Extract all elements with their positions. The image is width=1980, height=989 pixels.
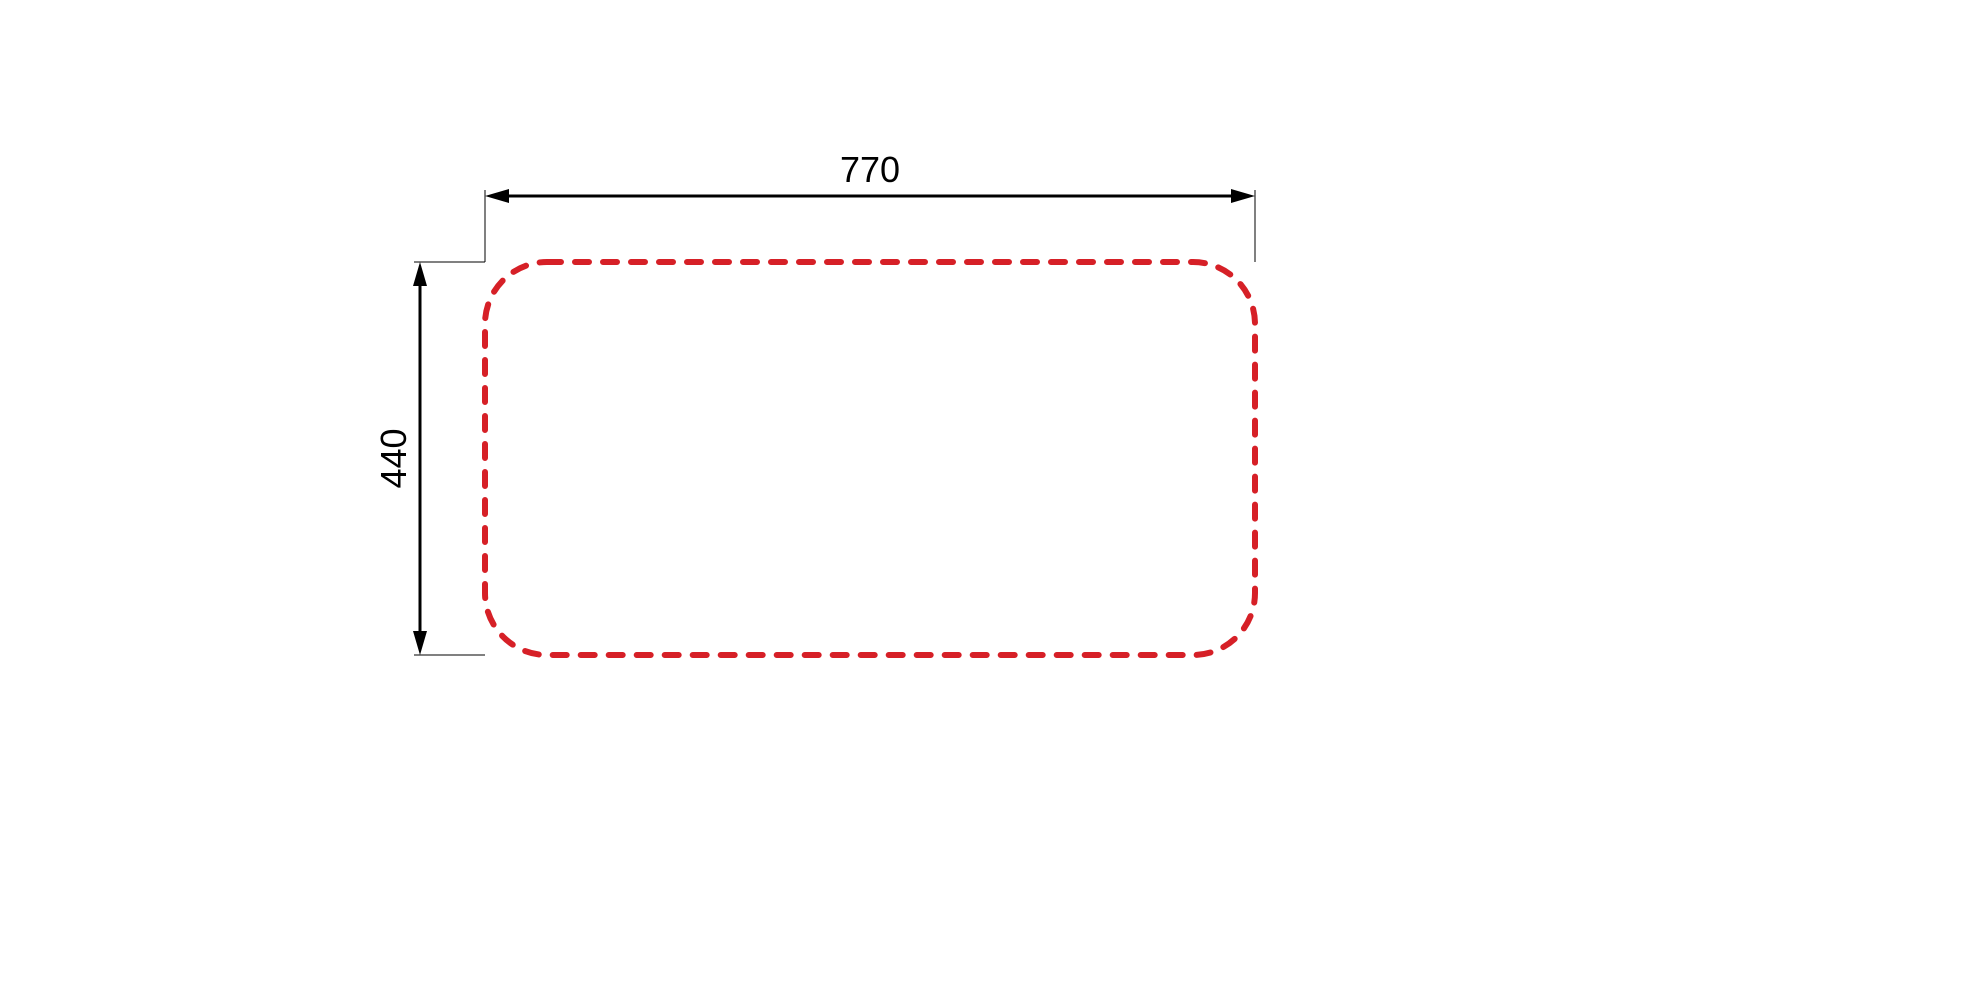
technical-drawing: 770 440 — [0, 0, 1980, 989]
arrowhead-left — [485, 189, 509, 203]
dim-label-horizontal: 770 — [840, 149, 900, 190]
arrowhead-bottom — [413, 631, 427, 655]
arrowhead-top — [413, 262, 427, 286]
rounded-rect-outline — [485, 262, 1255, 655]
arrowhead-right — [1231, 189, 1255, 203]
dim-label-vertical: 440 — [373, 428, 414, 488]
